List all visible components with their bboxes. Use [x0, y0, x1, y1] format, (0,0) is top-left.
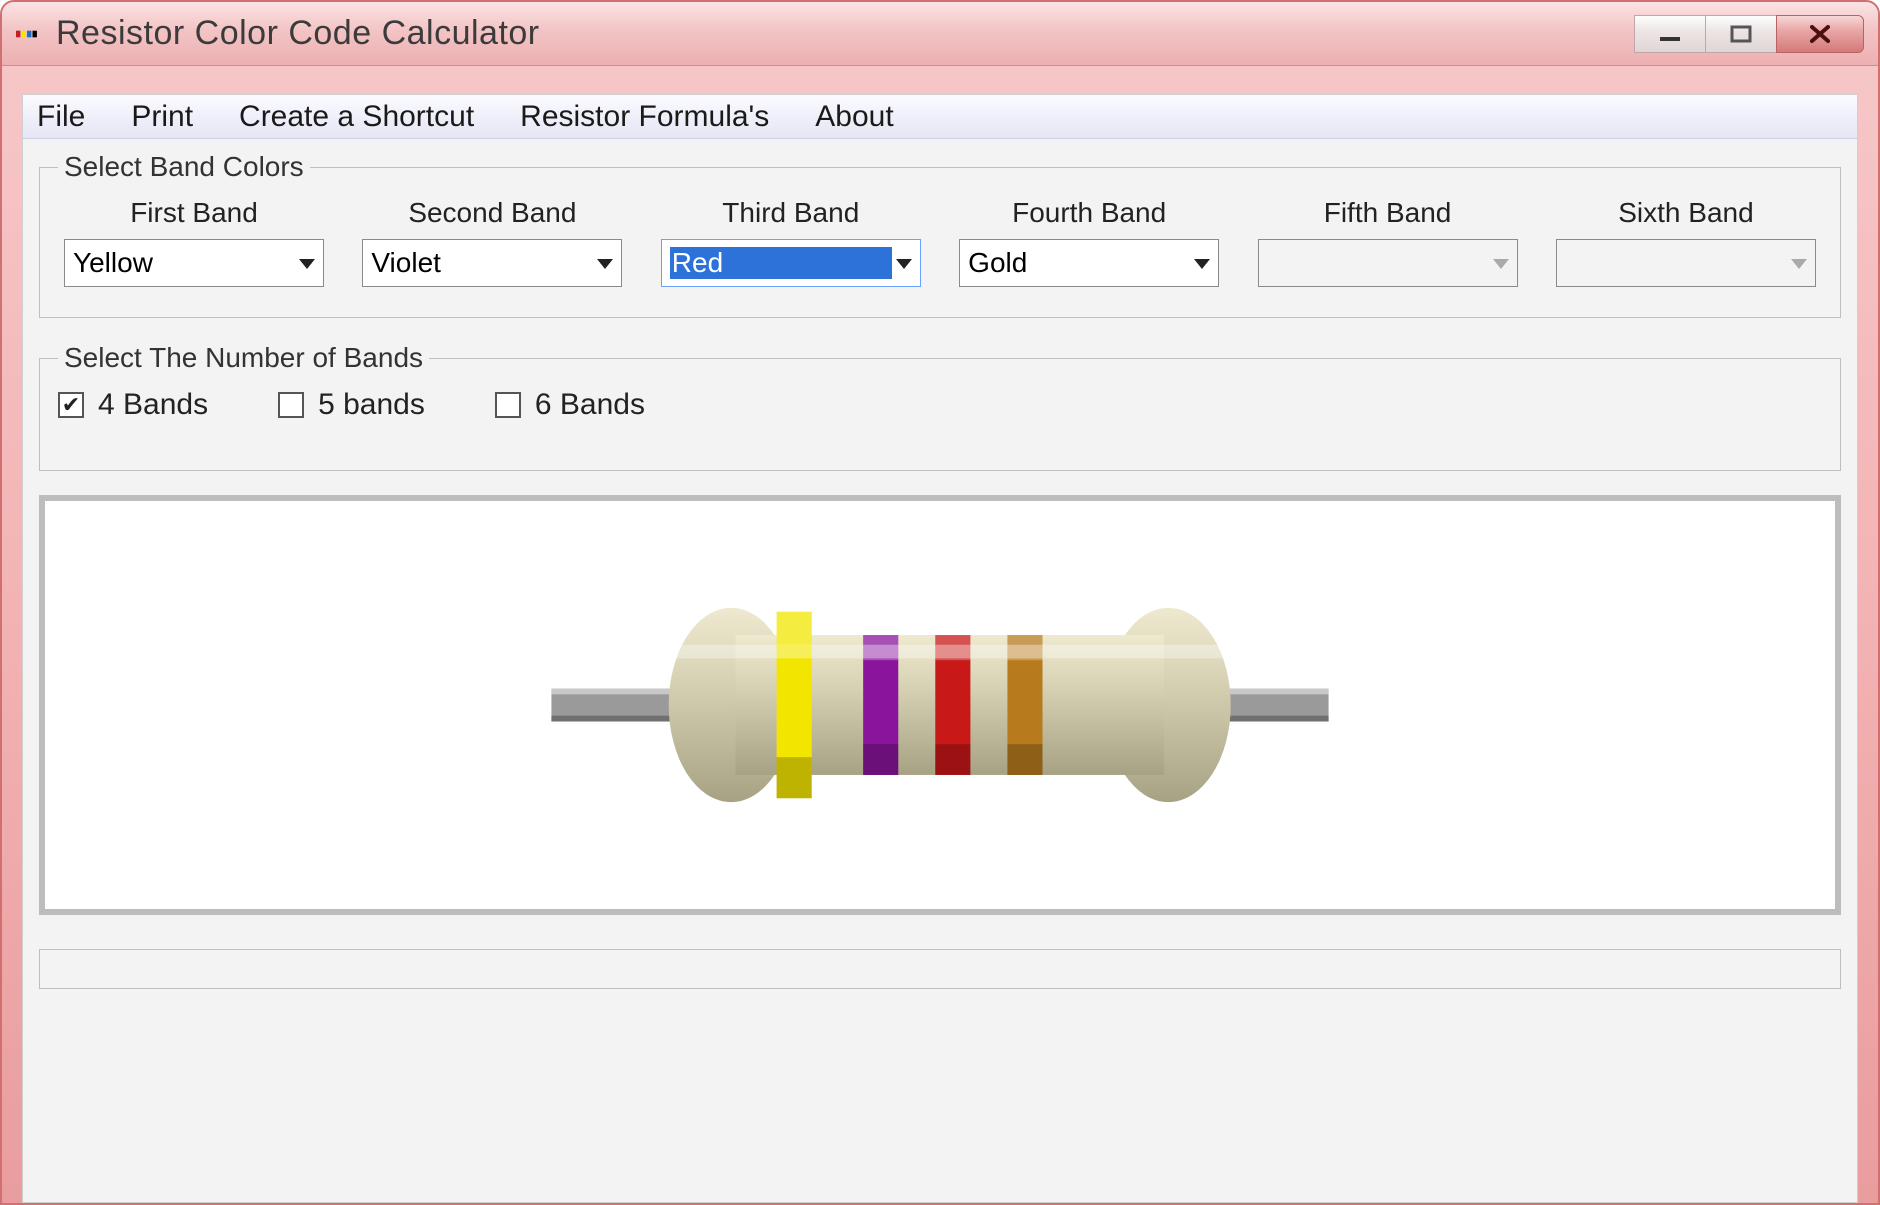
band-column-3: Third Band Red [655, 197, 927, 287]
resistor-diagram [45, 501, 1835, 909]
app-window: Resistor Color Code Calculator File Prin… [0, 0, 1880, 1205]
titlebar[interactable]: Resistor Color Code Calculator [2, 2, 1878, 66]
menu-print[interactable]: Print [125, 98, 199, 136]
num-bands-label-3: 6 Bands [535, 388, 645, 422]
result-panel [39, 949, 1841, 989]
band-label-3: Third Band [722, 197, 859, 229]
chevron-down-icon [892, 251, 916, 275]
num-bands-option-3[interactable]: ✔ 6 Bands [495, 388, 645, 422]
num-bands-option-2[interactable]: ✔ 5 bands [278, 388, 425, 422]
band-colors-legend: Select Band Colors [58, 151, 310, 183]
band-select-value-3: Red [670, 247, 892, 279]
menu-about[interactable]: About [809, 98, 899, 136]
band-column-5: Fifth Band [1252, 197, 1524, 287]
chevron-down-icon [1190, 251, 1214, 275]
band-label-6: Sixth Band [1618, 197, 1753, 229]
num-bands-legend: Select The Number of Bands [58, 342, 429, 374]
band-select-2[interactable]: Violet [362, 239, 622, 287]
band-select-value-2: Violet [371, 247, 593, 279]
window-controls [1635, 15, 1864, 53]
minimize-icon [1656, 24, 1684, 44]
client-area: File Print Create a Shortcut Resistor Fo… [22, 94, 1858, 1203]
band-label-4: Fourth Band [1012, 197, 1166, 229]
band-column-6: Sixth Band [1550, 197, 1822, 287]
band-select-4[interactable]: Gold [959, 239, 1219, 287]
num-bands-label-2: 5 bands [318, 388, 425, 422]
window-title: Resistor Color Code Calculator [56, 14, 1635, 53]
checkbox[interactable]: ✔ [495, 392, 521, 418]
menu-file[interactable]: File [31, 98, 91, 136]
band-select-6 [1556, 239, 1816, 287]
menubar: File Print Create a Shortcut Resistor Fo… [23, 95, 1857, 139]
band-select-value-1: Yellow [73, 247, 295, 279]
band-select-value-4: Gold [968, 247, 1190, 279]
band-colors-group: Select Band Colors First Band Yellow Secon… [39, 151, 1841, 318]
num-bands-option-1[interactable]: ✔ 4 Bands [58, 388, 208, 422]
band-select-3[interactable]: Red [661, 239, 921, 287]
band-label-2: Second Band [408, 197, 576, 229]
maximize-button[interactable] [1705, 15, 1777, 53]
checkbox[interactable]: ✔ [278, 392, 304, 418]
chevron-down-icon [1489, 251, 1513, 275]
num-bands-group: Select The Number of Bands ✔ 4 Bands ✔ 5 ba… [39, 342, 1841, 471]
num-bands-label-1: 4 Bands [98, 388, 208, 422]
band-label-1: First Band [130, 197, 258, 229]
app-icon [16, 23, 38, 45]
band-select-5 [1258, 239, 1518, 287]
menu-shortcut[interactable]: Create a Shortcut [233, 98, 480, 136]
band-column-1: First Band Yellow [58, 197, 330, 287]
chevron-down-icon [593, 251, 617, 275]
minimize-button[interactable] [1634, 15, 1706, 53]
chevron-down-icon [295, 251, 319, 275]
resistor-diagram-panel [39, 495, 1841, 915]
menu-formula[interactable]: Resistor Formula's [514, 98, 775, 136]
band-column-2: Second Band Violet [356, 197, 628, 287]
close-icon [1806, 24, 1834, 44]
checkbox[interactable]: ✔ [58, 392, 84, 418]
band-select-1[interactable]: Yellow [64, 239, 324, 287]
chevron-down-icon [1787, 251, 1811, 275]
maximize-icon [1727, 24, 1755, 44]
band-column-4: Fourth Band Gold [953, 197, 1225, 287]
close-button[interactable] [1776, 15, 1864, 53]
band-label-5: Fifth Band [1324, 197, 1452, 229]
